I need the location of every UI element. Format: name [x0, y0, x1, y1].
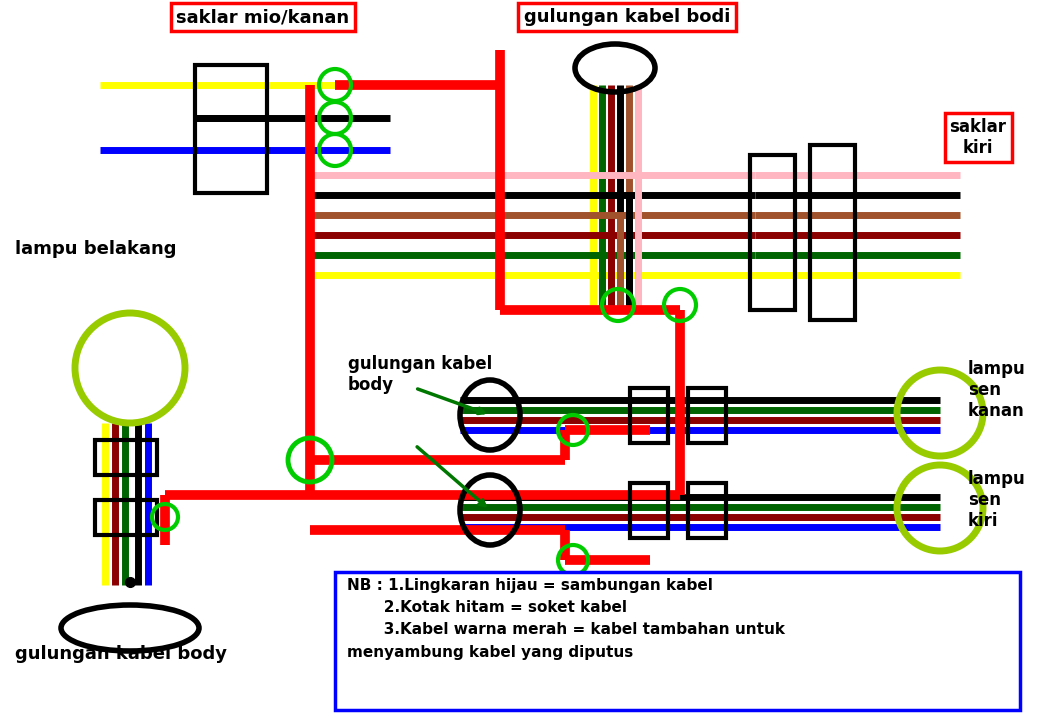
- Text: saklar
kiri: saklar kiri: [950, 118, 1007, 157]
- Bar: [95, 440, 157, 475]
- Text: lampu
sen
kiri: lampu sen kiri: [968, 470, 1025, 530]
- Text: NB : 1.Lingkaran hijau = sambungan kabel
       2.Kotak hitam = soket kabel
    : NB : 1.Lingkaran hijau = sambungan kabel…: [347, 578, 785, 660]
- Bar: [750, 155, 795, 310]
- Text: lampu belakang: lampu belakang: [15, 240, 177, 258]
- Text: gulungan kabel body: gulungan kabel body: [15, 645, 227, 663]
- Bar: [810, 145, 855, 320]
- Text: saklar mio/kanan: saklar mio/kanan: [177, 8, 349, 26]
- Bar: [195, 65, 267, 193]
- Bar: [335, 572, 1020, 710]
- Text: gulungan kabel
body: gulungan kabel body: [348, 355, 492, 394]
- Bar: [630, 483, 668, 538]
- Bar: [95, 500, 157, 535]
- Bar: [688, 388, 726, 443]
- Text: lampu
sen
kanan: lampu sen kanan: [968, 360, 1025, 419]
- Bar: [688, 483, 726, 538]
- Text: gulungan kabel bodi: gulungan kabel bodi: [524, 8, 730, 26]
- Bar: [630, 388, 668, 443]
